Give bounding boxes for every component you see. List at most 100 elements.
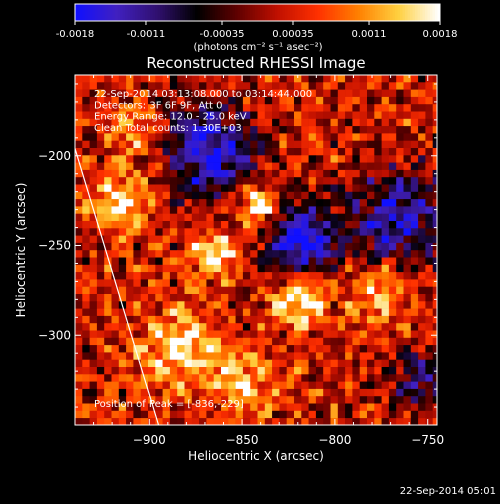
heatmap-cell xyxy=(104,221,112,229)
heatmap-cell xyxy=(140,352,149,360)
heatmap-cell xyxy=(250,279,258,287)
heatmap-cell xyxy=(162,104,171,112)
heatmap-cell xyxy=(221,374,229,382)
heatmap-cell xyxy=(359,294,368,302)
heatmap-cell xyxy=(418,323,426,331)
heatmap-cell xyxy=(323,118,331,127)
heatmap-cell xyxy=(177,250,185,258)
colorbar-cell xyxy=(180,4,183,21)
heatmap-cell xyxy=(169,279,178,287)
heatmap-cell xyxy=(410,184,419,193)
heatmap-cell xyxy=(118,126,127,134)
heatmap-cell xyxy=(184,169,193,178)
heatmap-cell xyxy=(308,418,317,425)
heatmap-cell xyxy=(374,206,382,214)
heatmap-cell xyxy=(133,264,141,273)
heatmap-cell xyxy=(345,104,353,112)
colorbar-cell xyxy=(102,4,106,21)
heatmap-cell xyxy=(272,337,280,346)
heatmap-cell xyxy=(301,191,309,200)
colorbar-cell xyxy=(122,4,126,21)
heatmap-cell xyxy=(148,374,156,382)
heatmap-cell xyxy=(403,308,412,317)
heatmap-cell xyxy=(242,410,251,419)
heatmap-cell xyxy=(359,133,368,141)
heatmap-cell xyxy=(359,199,368,207)
heatmap-cell xyxy=(432,221,437,229)
heatmap-cell xyxy=(169,301,178,309)
heatmap-cell xyxy=(148,213,156,222)
heatmap-cell xyxy=(177,257,185,266)
heatmap-cell xyxy=(403,75,412,83)
heatmap-cell xyxy=(82,82,90,90)
heatmap-cell xyxy=(104,96,112,105)
colorbar-cell xyxy=(407,4,411,21)
heatmap-cell xyxy=(403,374,412,382)
heatmap-cell xyxy=(381,352,390,360)
heatmap-cell xyxy=(286,118,295,127)
heatmap-cell xyxy=(104,118,112,127)
heatmap-cell xyxy=(235,345,244,353)
heatmap-cell xyxy=(359,359,368,368)
heatmap-cell xyxy=(403,221,412,229)
heatmap-cell xyxy=(221,213,229,222)
heatmap-cell xyxy=(403,410,412,419)
heatmap-cell xyxy=(169,308,178,317)
heatmap-cell xyxy=(228,126,236,134)
heatmap-cell xyxy=(418,126,426,134)
heatmap-cell xyxy=(381,345,390,353)
heatmap-cell xyxy=(323,286,331,295)
heatmap-cell xyxy=(104,330,112,339)
heatmap-cell xyxy=(367,250,375,258)
heatmap-cell xyxy=(294,410,302,419)
heatmap-cell xyxy=(228,206,236,214)
colorbar-cell xyxy=(117,4,121,21)
heatmap-cell xyxy=(184,118,193,127)
heatmap-cell xyxy=(82,301,90,309)
heatmap-cell xyxy=(418,286,426,295)
heatmap-cell xyxy=(177,264,185,273)
heatmap-cell xyxy=(323,242,331,251)
heatmap-cell xyxy=(199,388,207,397)
heatmap-cell xyxy=(250,410,258,419)
heatmap-cell xyxy=(191,169,200,178)
heatmap-cell xyxy=(381,388,390,397)
heatmap-cell xyxy=(337,315,346,324)
heatmap-cell xyxy=(294,374,302,382)
heatmap-cell xyxy=(184,199,193,207)
heatmap-cell xyxy=(381,315,390,324)
heatmap-cell xyxy=(184,279,193,287)
heatmap-cell xyxy=(191,118,200,127)
heatmap-cell xyxy=(140,315,149,324)
heatmap-cell xyxy=(418,359,426,368)
heatmap-cell xyxy=(191,396,200,404)
heatmap-cell xyxy=(410,272,419,280)
heatmap-cell xyxy=(279,337,287,346)
heatmap-cell xyxy=(425,315,433,324)
heatmap-cell xyxy=(359,75,368,83)
heatmap-cell xyxy=(184,367,193,375)
heatmap-cell xyxy=(184,345,193,353)
heatmap-cell xyxy=(374,213,382,222)
heatmap-cell xyxy=(345,213,353,222)
heatmap-cell xyxy=(323,359,331,368)
heatmap-cell xyxy=(235,308,244,317)
heatmap-cell xyxy=(396,410,404,419)
colorbar-cell xyxy=(230,4,233,21)
colorbar-cell xyxy=(302,4,306,21)
heatmap-cell xyxy=(330,96,339,105)
heatmap-cell xyxy=(286,396,295,404)
colorbar-cell xyxy=(175,4,178,21)
heatmap-cell xyxy=(177,118,185,127)
heatmap-cell xyxy=(272,126,280,134)
heatmap-cell xyxy=(82,96,90,105)
heatmap-cell xyxy=(323,96,331,105)
heatmap-cell xyxy=(418,89,426,98)
heatmap-cell xyxy=(381,250,390,258)
heatmap-cell xyxy=(432,177,437,185)
heatmap-cell xyxy=(242,315,251,324)
heatmap-cell xyxy=(242,199,251,207)
heatmap-cell xyxy=(213,264,222,273)
heatmap-cell xyxy=(315,242,324,251)
colorbar: -0.0018 -0.0011 -0.00035 0.00035 0.0011 0.001… xyxy=(56,3,458,53)
